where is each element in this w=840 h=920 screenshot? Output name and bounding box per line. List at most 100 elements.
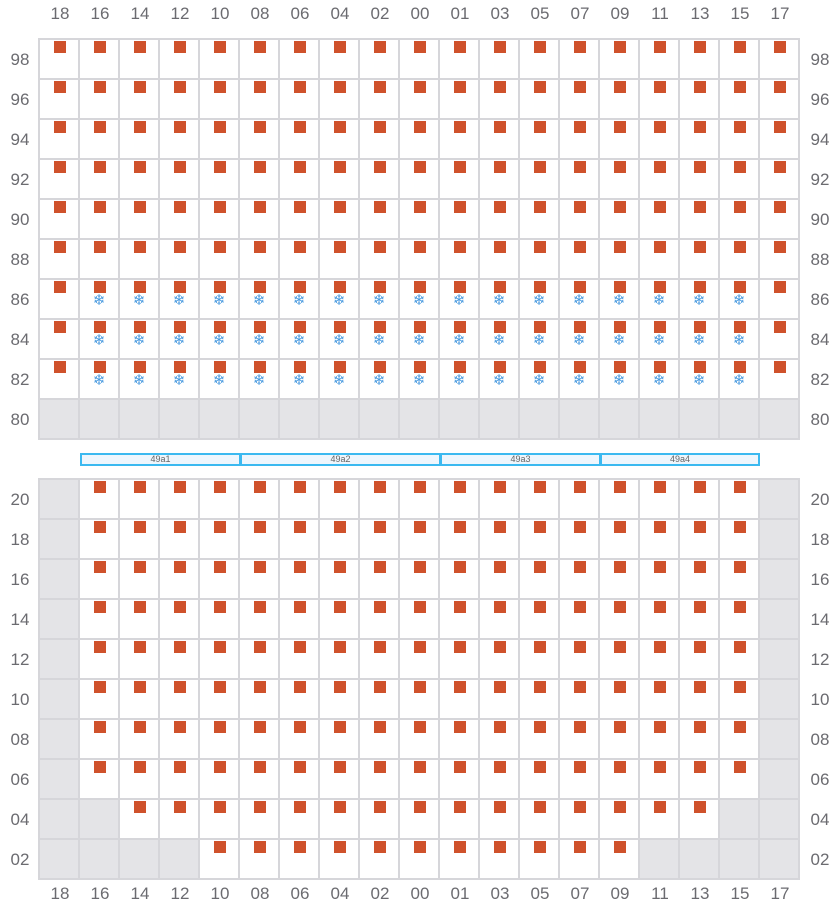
seat-cell[interactable]	[280, 640, 320, 680]
seat-cell[interactable]	[200, 200, 240, 240]
seat-cell[interactable]	[440, 760, 480, 800]
seat-cell[interactable]	[360, 480, 400, 520]
seat-cell[interactable]	[480, 200, 520, 240]
section-bar[interactable]: 49a3	[440, 453, 601, 466]
seat-cell[interactable]	[280, 840, 320, 880]
seat-cell[interactable]: ❄	[320, 280, 360, 320]
seat-cell[interactable]	[320, 640, 360, 680]
seat-cell[interactable]	[360, 240, 400, 280]
seat-cell[interactable]: ❄	[120, 320, 160, 360]
seat-cell[interactable]	[200, 840, 240, 880]
seat-cell[interactable]	[600, 680, 640, 720]
seat-cell[interactable]	[440, 120, 480, 160]
seat-cell[interactable]	[360, 120, 400, 160]
seat-cell[interactable]	[600, 520, 640, 560]
section-bar[interactable]: 49a4	[600, 453, 760, 466]
seat-cell[interactable]	[680, 560, 720, 600]
seat-cell[interactable]: ❄	[240, 280, 280, 320]
seat-cell[interactable]: ❄	[200, 320, 240, 360]
seat-cell[interactable]	[440, 200, 480, 240]
seat-cell[interactable]	[360, 760, 400, 800]
seat-cell[interactable]	[480, 480, 520, 520]
seat-cell[interactable]	[760, 160, 800, 200]
seat-cell[interactable]: ❄	[360, 320, 400, 360]
seat-cell[interactable]	[80, 760, 120, 800]
seat-cell[interactable]	[560, 40, 600, 80]
seat-cell[interactable]	[200, 600, 240, 640]
seat-cell[interactable]	[320, 760, 360, 800]
seat-cell[interactable]: ❄	[480, 360, 520, 400]
seat-cell[interactable]	[600, 640, 640, 680]
seat-cell[interactable]: ❄	[520, 360, 560, 400]
section-bar[interactable]: 49a2	[240, 453, 441, 466]
seat-cell[interactable]: ❄	[200, 360, 240, 400]
seat-cell[interactable]	[440, 840, 480, 880]
seat-cell[interactable]	[440, 40, 480, 80]
seat-cell[interactable]	[600, 840, 640, 880]
seat-cell[interactable]	[640, 720, 680, 760]
seat-cell[interactable]	[640, 600, 680, 640]
seat-cell[interactable]	[720, 680, 760, 720]
seat-cell[interactable]	[720, 720, 760, 760]
seat-cell[interactable]	[560, 840, 600, 880]
seat-cell[interactable]	[720, 640, 760, 680]
seat-cell[interactable]	[520, 600, 560, 640]
seat-cell[interactable]	[240, 160, 280, 200]
seat-cell[interactable]	[720, 520, 760, 560]
seat-cell[interactable]: ❄	[640, 280, 680, 320]
seat-cell[interactable]	[280, 800, 320, 840]
seat-cell[interactable]	[320, 80, 360, 120]
seat-cell[interactable]	[440, 480, 480, 520]
seat-cell[interactable]	[40, 160, 80, 200]
seat-cell[interactable]	[520, 480, 560, 520]
seat-cell[interactable]	[600, 720, 640, 760]
seat-cell[interactable]	[560, 680, 600, 720]
seat-cell[interactable]	[680, 680, 720, 720]
seat-cell[interactable]	[320, 40, 360, 80]
seat-cell[interactable]	[440, 160, 480, 200]
seat-cell[interactable]	[120, 120, 160, 160]
seat-cell[interactable]	[160, 520, 200, 560]
seat-cell[interactable]	[400, 520, 440, 560]
seat-cell[interactable]	[720, 120, 760, 160]
seat-cell[interactable]	[240, 600, 280, 640]
seat-cell[interactable]	[680, 200, 720, 240]
seat-cell[interactable]	[720, 560, 760, 600]
seat-cell[interactable]	[360, 840, 400, 880]
seat-cell[interactable]	[440, 720, 480, 760]
seat-cell[interactable]	[40, 120, 80, 160]
seat-cell[interactable]	[520, 120, 560, 160]
seat-cell[interactable]	[680, 480, 720, 520]
seat-cell[interactable]: ❄	[560, 280, 600, 320]
seat-cell[interactable]	[320, 560, 360, 600]
seat-cell[interactable]	[400, 680, 440, 720]
seat-cell[interactable]	[400, 720, 440, 760]
seat-cell[interactable]	[400, 640, 440, 680]
seat-cell[interactable]	[400, 160, 440, 200]
seat-cell[interactable]	[760, 320, 800, 360]
seat-cell[interactable]: ❄	[240, 320, 280, 360]
seat-cell[interactable]	[120, 800, 160, 840]
seat-cell[interactable]	[640, 520, 680, 560]
seat-cell[interactable]	[600, 120, 640, 160]
seat-cell[interactable]: ❄	[720, 320, 760, 360]
seat-cell[interactable]: ❄	[360, 280, 400, 320]
seat-cell[interactable]	[360, 720, 400, 760]
seat-cell[interactable]	[200, 800, 240, 840]
seat-cell[interactable]	[240, 120, 280, 160]
seat-cell[interactable]	[160, 120, 200, 160]
seat-cell[interactable]	[560, 640, 600, 680]
seat-cell[interactable]: ❄	[80, 360, 120, 400]
seat-cell[interactable]: ❄	[640, 320, 680, 360]
seat-cell[interactable]	[480, 760, 520, 800]
seat-cell[interactable]	[520, 560, 560, 600]
seat-cell[interactable]	[480, 40, 520, 80]
seat-cell[interactable]: ❄	[400, 320, 440, 360]
seat-cell[interactable]	[360, 800, 400, 840]
seat-cell[interactable]	[320, 520, 360, 560]
seat-cell[interactable]	[560, 800, 600, 840]
seat-cell[interactable]: ❄	[520, 320, 560, 360]
seat-cell[interactable]	[360, 600, 400, 640]
seat-cell[interactable]	[720, 480, 760, 520]
seat-cell[interactable]	[120, 760, 160, 800]
